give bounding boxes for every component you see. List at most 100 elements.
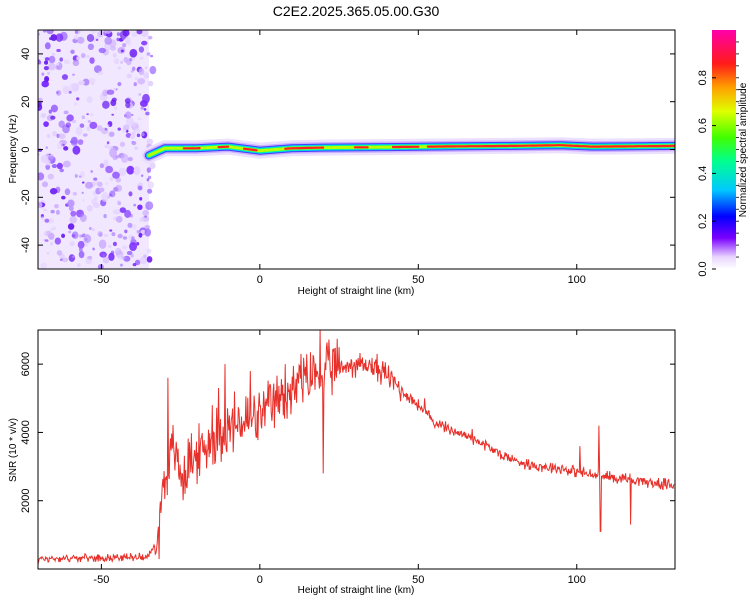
noise-speck <box>97 181 103 188</box>
noise-speck <box>86 33 95 42</box>
noise-speck <box>71 231 79 239</box>
noise-speck <box>141 40 148 46</box>
ridge-peak <box>242 147 258 152</box>
noise-speck <box>90 113 94 117</box>
noise-speck <box>117 127 121 131</box>
noise-speck <box>76 36 85 44</box>
noise-speck <box>131 66 136 71</box>
noise-speck <box>136 30 143 35</box>
snr-y-tick-label: 4000 <box>20 420 32 444</box>
noise-speck <box>55 33 64 42</box>
noise-speck <box>108 244 112 248</box>
noise-speck <box>107 124 110 127</box>
noise-speck <box>121 37 126 41</box>
noise-speck <box>77 139 84 145</box>
noise-speck <box>136 229 140 234</box>
noise-speck <box>139 99 148 108</box>
noise-speck <box>70 49 75 55</box>
noise-speck <box>95 38 99 42</box>
noise-speck <box>112 241 117 247</box>
noise-speck <box>133 203 137 207</box>
noise-speck <box>98 47 107 54</box>
noise-speck <box>74 174 78 178</box>
noise-speck <box>86 126 91 132</box>
spectrogram-y-tick-label: -20 <box>20 189 32 205</box>
noise-speck <box>140 229 146 235</box>
noise-speck <box>134 76 139 81</box>
colorbar-tick-label: 0.8 <box>697 70 709 85</box>
noise-speck <box>66 114 74 122</box>
snr-x-tick-label: -50 <box>93 574 109 586</box>
noise-speck <box>103 233 109 238</box>
noise-speck <box>68 230 72 234</box>
ridge-peak <box>217 145 230 149</box>
noise-speck <box>146 52 151 56</box>
snr-x-tick-label: 50 <box>412 574 424 586</box>
noise-speck <box>44 42 51 50</box>
noise-speck <box>92 247 95 251</box>
noise-speck <box>46 133 51 139</box>
noise-speck <box>112 52 117 58</box>
snr-series-line <box>38 330 675 564</box>
noise-speck <box>129 242 138 251</box>
noise-speck <box>72 145 81 155</box>
noise-speck <box>103 213 107 219</box>
noise-speck <box>110 45 117 51</box>
noise-speck <box>143 72 150 79</box>
spectrogram-x-tick-label: -50 <box>93 274 109 286</box>
noise-speck <box>149 65 157 75</box>
noise-speck <box>41 216 45 221</box>
noise-speck <box>143 107 147 111</box>
noise-speck <box>76 56 81 61</box>
noise-speck <box>120 153 129 163</box>
noise-speck <box>61 257 69 263</box>
noise-speck <box>99 163 105 169</box>
snr-y-label: SNR (10 * v/v) <box>8 418 19 482</box>
colorbar-tick-label: 0.4 <box>697 166 709 181</box>
noise-speck <box>97 264 104 269</box>
noise-speck <box>127 156 133 162</box>
noise-speck <box>147 188 153 194</box>
spectrogram-y-tick-label: 0 <box>20 146 32 152</box>
noise-speck <box>125 116 134 126</box>
noise-speck <box>46 217 55 224</box>
noise-speck <box>92 202 100 209</box>
noise-speck <box>133 166 141 176</box>
noise-speck <box>102 253 106 257</box>
noise-speck <box>52 130 58 137</box>
noise-speck <box>41 80 50 88</box>
colorbar: 0.0 0.2 0.4 0.6 0.8 Normalized spectral ampl… <box>697 30 749 277</box>
noise-speck <box>44 218 50 223</box>
noise-speck <box>48 109 52 114</box>
signal-ridge <box>140 137 675 164</box>
noise-speck <box>97 231 103 237</box>
noise-speck <box>121 255 126 260</box>
noise-speck <box>148 175 152 180</box>
noise-speck <box>127 222 133 228</box>
noise-speck <box>104 36 113 45</box>
colorbar-tick-label: 0.0 <box>697 261 709 276</box>
spectrogram-x-tick-label: 100 <box>568 274 586 286</box>
noise-speck <box>77 240 85 249</box>
noise-speck <box>122 236 128 240</box>
noise-speck <box>133 82 137 87</box>
snr-x-label: Height of straight line (km) <box>298 585 415 596</box>
noise-speck <box>103 159 109 166</box>
noise-speck <box>82 199 85 202</box>
noise-speck <box>117 81 122 87</box>
noise-speck <box>112 171 120 179</box>
noise-speck <box>55 209 60 215</box>
noise-speck <box>47 71 51 76</box>
noise-speck <box>51 53 56 56</box>
noise-speck <box>69 241 75 247</box>
noise-speck <box>50 227 54 232</box>
noise-speck <box>87 43 94 51</box>
noise-speck <box>123 124 130 131</box>
noise-speck <box>72 59 80 67</box>
snr-x-ticks: -50 0 50 100 <box>93 330 586 586</box>
noise-speck <box>124 229 128 234</box>
noise-speck <box>136 241 140 246</box>
colorbar-ramp <box>712 30 736 269</box>
noise-speck <box>63 59 71 65</box>
